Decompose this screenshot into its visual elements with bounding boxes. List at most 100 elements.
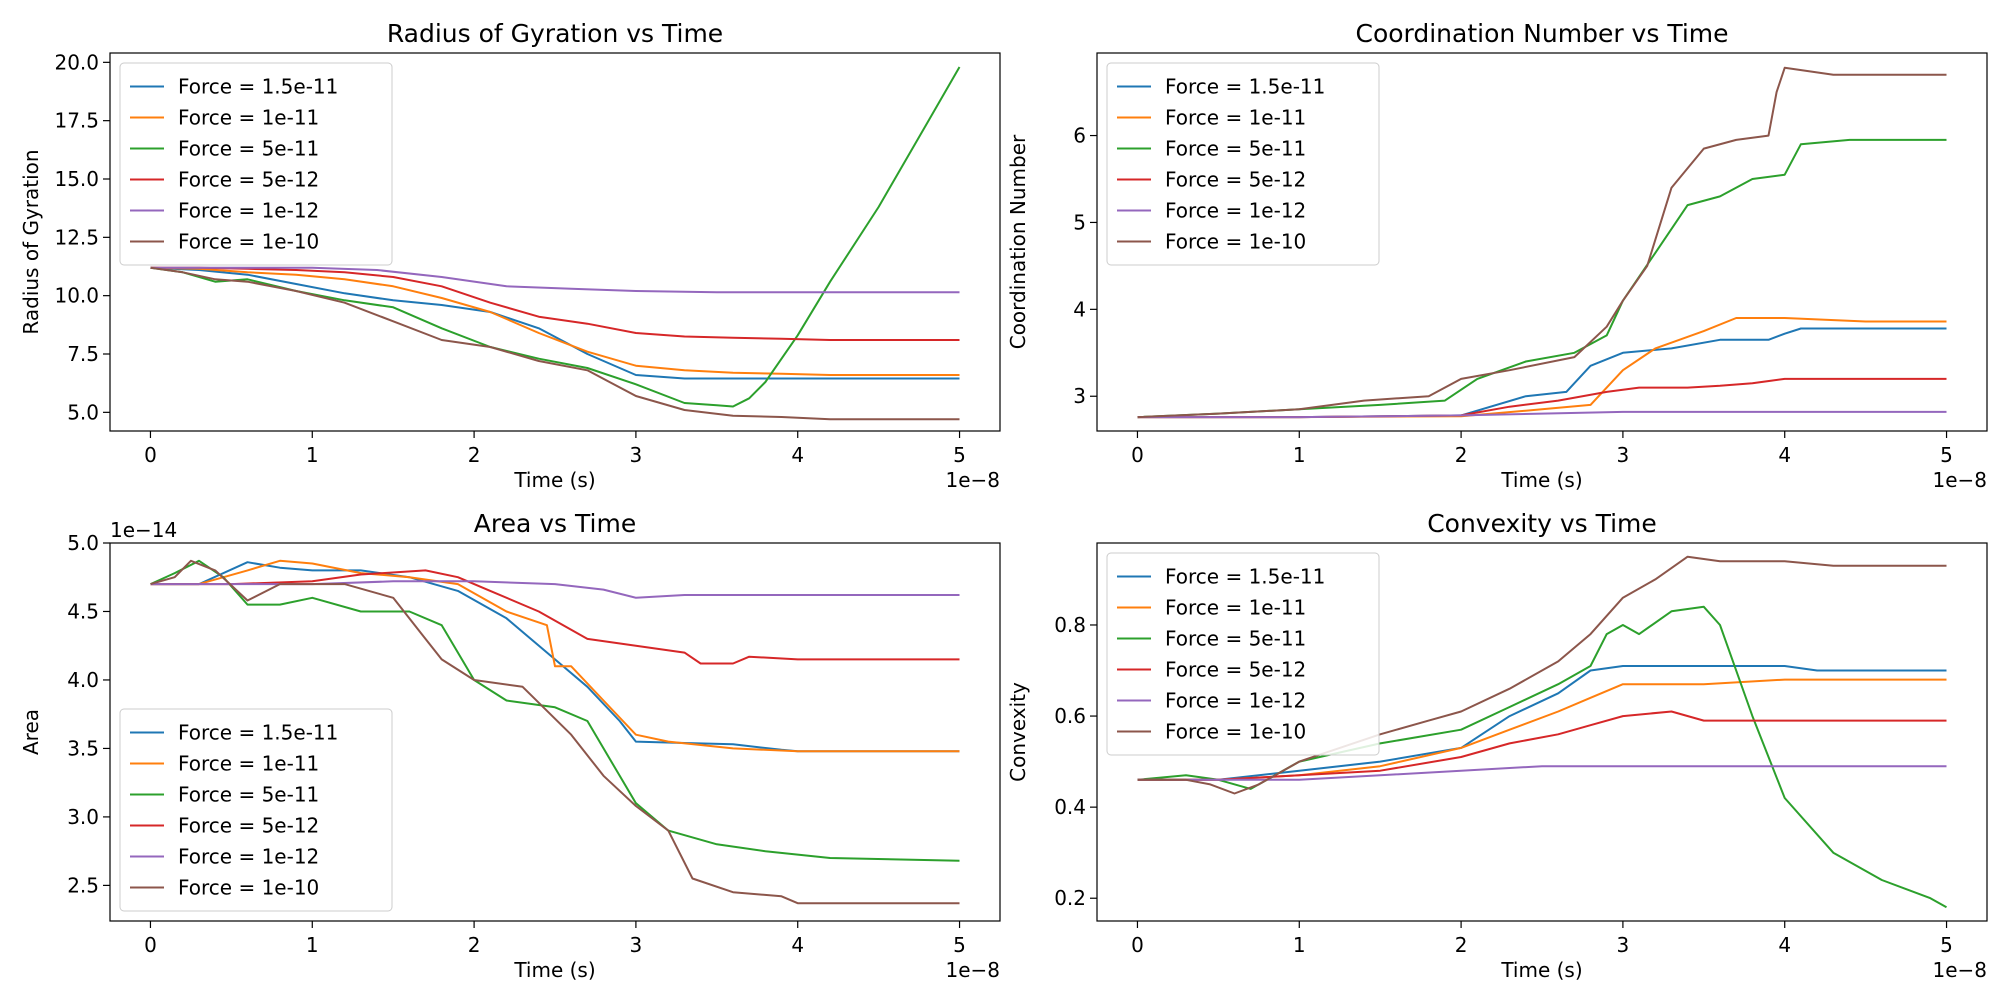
series-line-4 (1137, 765, 1947, 781)
x-tick-label: 0 (144, 443, 157, 467)
series-line-5 (150, 559, 960, 905)
x-tick-label: 5 (1940, 933, 1953, 957)
series-line-4 (150, 580, 960, 599)
y-tick-label: 5.0 (67, 400, 99, 424)
axes-frame (109, 52, 1001, 432)
chart-title: Convexity vs Time (1427, 509, 1657, 538)
x-tick-label: 2 (1455, 933, 1468, 957)
y-tick-label: 10.0 (54, 284, 99, 308)
x-tick-label: 2 (468, 933, 481, 957)
legend-box (119, 62, 393, 266)
series-line-4 (150, 266, 960, 294)
x-tick-label: 1 (1293, 443, 1306, 467)
y-tick-label: 0.8 (1054, 613, 1086, 637)
y-tick-label: 7.5 (67, 342, 99, 366)
legend-entry-label: Force = 5e-11 (1165, 627, 1306, 651)
series-line-3 (1137, 710, 1947, 781)
legend-entry-label: Force = 1e-11 (178, 752, 319, 776)
y-tick-label: 4.0 (67, 668, 99, 692)
series-line-0 (150, 561, 960, 753)
x-axis-label: Time (s) (1500, 468, 1582, 492)
x-tick-label: 4 (1778, 933, 1791, 957)
legend-entry-label: Force = 1.5e-11 (178, 721, 338, 745)
chart-panel-1: 0 1 2 3 4 5 3 4 5 6 Coordination Number vs Time Tim… (1006, 19, 1988, 492)
x-tick-label: 2 (1455, 443, 1468, 467)
legend-entry-label: Force = 1e-11 (1165, 106, 1306, 130)
legend: Force = 1.5e-11 Force = 1e-11 Force = 5e-1… (1106, 62, 1380, 266)
series-line-3 (150, 569, 960, 665)
legend: Force = 1.5e-11 Force = 1e-11 Force = 5e-1… (119, 708, 393, 912)
y-tick-label: 15.0 (54, 167, 99, 191)
legend-entry-label: Force = 1e-10 (1165, 230, 1306, 254)
series-line-2 (1137, 138, 1947, 419)
x-tick-label: 0 (1131, 443, 1144, 467)
x-offset-label: 1e−8 (945, 468, 1000, 492)
y-tick-label: 4 (1073, 297, 1086, 321)
series-line-5 (1137, 66, 1947, 419)
x-tick-label: 1 (1293, 933, 1306, 957)
series-line-1 (150, 266, 960, 376)
legend-box (1106, 552, 1380, 756)
axes-frame (109, 542, 1001, 922)
x-tick-label: 0 (144, 933, 157, 957)
legend-entry-label: Force = 1e-12 (178, 845, 319, 869)
y-tick-label: 5 (1073, 210, 1086, 234)
y-offset-label: 1e−14 (110, 518, 177, 542)
x-offset-label: 1e−8 (1932, 958, 1987, 982)
series-line-1 (150, 559, 960, 753)
y-tick-label: 3 (1073, 384, 1086, 408)
y-tick-label: 0.6 (1054, 704, 1086, 728)
legend-entry-label: Force = 5e-11 (178, 137, 319, 161)
axes-frame (1096, 542, 1988, 922)
legend-entry-label: Force = 1e-11 (178, 106, 319, 130)
legend-entry-label: Force = 5e-12 (178, 814, 319, 838)
x-tick-label: 4 (791, 933, 804, 957)
legend-entry-label: Force = 5e-11 (178, 783, 319, 807)
legend-entry-label: Force = 5e-11 (1165, 137, 1306, 161)
legend-entry-label: Force = 1e-10 (178, 876, 319, 900)
x-tick-label: 5 (953, 933, 966, 957)
series-line-5 (150, 266, 960, 421)
x-tick-label: 4 (791, 443, 804, 467)
y-tick-label: 17.5 (54, 109, 99, 133)
axes-frame (1096, 52, 1988, 432)
legend-entry-label: Force = 5e-12 (178, 168, 319, 192)
chart-title: Area vs Time (474, 509, 636, 538)
x-tick-label: 4 (1778, 443, 1791, 467)
y-tick-label: 2.5 (67, 873, 99, 897)
y-tick-label: 20.0 (54, 50, 99, 74)
series-line-5 (1137, 555, 1947, 795)
legend-entry-label: Force = 1e-12 (178, 199, 319, 223)
chart-panel-2: 0 1 2 3 4 5 2.5 3.0 3.5 4.0 4.5 5.0 Area vs Time Time… (19, 509, 1001, 982)
x-axis-label: Time (s) (1500, 958, 1582, 982)
x-tick-label: 3 (630, 933, 643, 957)
legend-entry-label: Force = 1.5e-11 (1165, 75, 1325, 99)
x-tick-label: 5 (953, 443, 966, 467)
x-tick-label: 1 (306, 933, 319, 957)
y-axis-label: Convexity (1006, 682, 1030, 782)
legend-entry-label: Force = 5e-12 (1165, 168, 1306, 192)
chart-panel-3: 0 1 2 3 4 5 0.2 0.4 0.6 0.8 Convexity vs Time Time … (1006, 509, 1988, 982)
y-tick-label: 0.2 (1054, 886, 1086, 910)
series-line-4 (1137, 410, 1947, 419)
y-axis-label: Coordination Number (1006, 134, 1030, 349)
y-axis-label: Radius of Gyration (19, 149, 43, 334)
x-tick-label: 3 (1617, 443, 1630, 467)
y-tick-label: 0.4 (1054, 795, 1086, 819)
y-tick-label: 3.5 (67, 736, 99, 760)
series-line-3 (150, 266, 960, 341)
x-tick-label: 5 (1940, 443, 1953, 467)
legend-entry-label: Force = 1e-12 (1165, 199, 1306, 223)
y-tick-label: 6 (1073, 124, 1086, 148)
x-offset-label: 1e−8 (1932, 468, 1987, 492)
y-tick-label: 5.0 (67, 531, 99, 555)
x-axis-label: Time (s) (513, 468, 595, 492)
chart-title: Radius of Gyration vs Time (387, 19, 723, 48)
y-axis-label: Area (19, 709, 43, 755)
legend-entry-label: Force = 1.5e-11 (1165, 565, 1325, 589)
y-tick-label: 4.5 (67, 599, 99, 623)
chart-title: Coordination Number vs Time (1355, 19, 1728, 48)
legend-box (119, 708, 393, 912)
legend: Force = 1.5e-11 Force = 1e-11 Force = 5e-1… (1106, 552, 1380, 756)
